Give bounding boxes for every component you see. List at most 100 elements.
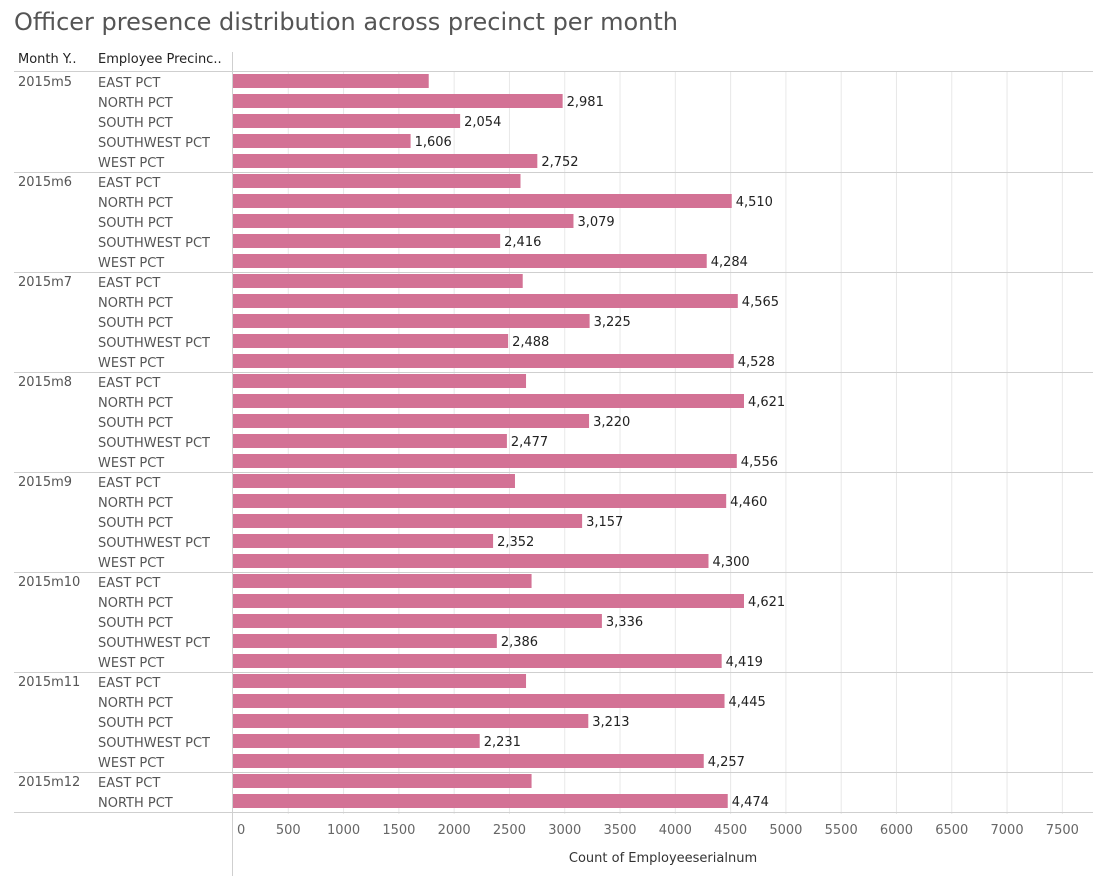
value-label: 4,257 — [708, 755, 745, 770]
x-tick-label: 4000 — [659, 823, 692, 838]
precinct-label: NORTH PCT — [98, 796, 173, 811]
bar[interactable] — [233, 654, 722, 668]
x-tick-label: 7000 — [991, 823, 1024, 838]
bar[interactable] — [233, 134, 411, 148]
bar[interactable] — [233, 614, 602, 628]
value-label: 2,477 — [511, 435, 548, 450]
precinct-label: SOUTHWEST PCT — [98, 636, 210, 651]
bar[interactable] — [233, 154, 538, 168]
bar[interactable] — [233, 114, 461, 128]
bar[interactable] — [233, 534, 494, 548]
value-label: 3,220 — [593, 415, 630, 430]
precinct-label: SOUTH PCT — [98, 116, 173, 131]
precinct-label: EAST PCT — [98, 176, 160, 191]
precinct-label: SOUTHWEST PCT — [98, 236, 210, 251]
x-tick-label: 3000 — [548, 823, 581, 838]
chart-title: Officer presence distribution across pre… — [14, 8, 678, 36]
x-tick-label: 2000 — [438, 823, 471, 838]
bar[interactable] — [233, 334, 509, 348]
month-label: 2015m6 — [18, 175, 72, 190]
precinct-label: SOUTH PCT — [98, 216, 173, 231]
precinct-label: SOUTHWEST PCT — [98, 536, 210, 551]
precinct-label: SOUTH PCT — [98, 716, 173, 731]
bar[interactable] — [233, 634, 497, 648]
value-label: 3,336 — [606, 615, 643, 630]
value-label: 3,225 — [594, 315, 631, 330]
value-label: 4,510 — [736, 195, 773, 210]
bar[interactable] — [233, 394, 744, 408]
precinct-label: SOUTH PCT — [98, 616, 173, 631]
precinct-label: SOUTH PCT — [98, 316, 173, 331]
bar[interactable] — [233, 694, 725, 708]
bar[interactable] — [233, 414, 590, 428]
precinct-label: NORTH PCT — [98, 296, 173, 311]
x-tick-label: 7500 — [1046, 823, 1079, 838]
x-tick-label: 6000 — [880, 823, 913, 838]
bar[interactable] — [233, 794, 728, 808]
precinct-label: SOUTHWEST PCT — [98, 136, 210, 151]
precinct-label: NORTH PCT — [98, 96, 173, 111]
value-label: 3,213 — [592, 715, 629, 730]
x-tick-label: 1500 — [382, 823, 415, 838]
month-label: 2015m11 — [18, 675, 80, 690]
precinct-label: NORTH PCT — [98, 396, 173, 411]
bar[interactable] — [233, 254, 707, 268]
bar[interactable] — [233, 194, 732, 208]
value-label: 2,352 — [497, 535, 534, 550]
bar[interactable] — [233, 314, 590, 328]
bar[interactable] — [233, 714, 589, 728]
bar[interactable] — [233, 514, 583, 528]
value-label: 4,419 — [726, 655, 763, 670]
bar[interactable] — [233, 174, 521, 188]
value-label: 4,474 — [732, 795, 769, 810]
bar[interactable] — [233, 734, 480, 748]
precinct-label: EAST PCT — [98, 576, 160, 591]
value-label: 2,054 — [464, 115, 501, 130]
precinct-column-header[interactable]: Employee Precinc.. — [98, 52, 222, 67]
precinct-label: EAST PCT — [98, 776, 160, 791]
x-tick-label: 5500 — [825, 823, 858, 838]
bar[interactable] — [233, 774, 532, 788]
bar[interactable] — [233, 274, 523, 288]
month-label: 2015m10 — [18, 575, 80, 590]
bar[interactable] — [233, 494, 727, 508]
x-tick-label: 0 — [237, 823, 245, 838]
month-label: 2015m12 — [18, 775, 80, 790]
value-label: 3,157 — [586, 515, 623, 530]
value-label: 4,528 — [738, 355, 775, 370]
value-label: 2,231 — [484, 735, 521, 750]
x-tick-label: 1000 — [327, 823, 360, 838]
month-column-header[interactable]: Month Y.. — [18, 52, 77, 67]
bar[interactable] — [233, 294, 738, 308]
bar[interactable] — [233, 234, 501, 248]
bar[interactable] — [233, 354, 734, 368]
precinct-label: SOUTHWEST PCT — [98, 436, 210, 451]
bar[interactable] — [233, 374, 527, 388]
x-tick-label: 2500 — [493, 823, 526, 838]
bar[interactable] — [233, 594, 744, 608]
bar[interactable] — [233, 474, 515, 488]
month-label: 2015m9 — [18, 475, 72, 490]
precinct-label: WEST PCT — [98, 356, 164, 371]
precinct-label: SOUTHWEST PCT — [98, 736, 210, 751]
precinct-label: WEST PCT — [98, 456, 164, 471]
value-label: 4,300 — [712, 555, 749, 570]
x-tick-label: 3500 — [603, 823, 636, 838]
precinct-label: NORTH PCT — [98, 696, 173, 711]
value-label: 4,556 — [741, 455, 778, 470]
bar[interactable] — [233, 454, 737, 468]
bar[interactable] — [233, 574, 532, 588]
precinct-label: WEST PCT — [98, 256, 164, 271]
bar[interactable] — [233, 94, 563, 108]
precinct-label: SOUTH PCT — [98, 516, 173, 531]
x-tick-label: 4500 — [714, 823, 747, 838]
precinct-label: NORTH PCT — [98, 496, 173, 511]
bar[interactable] — [233, 74, 429, 88]
bar[interactable] — [233, 554, 709, 568]
bar[interactable] — [233, 214, 574, 228]
bar[interactable] — [233, 434, 507, 448]
bar[interactable] — [233, 674, 527, 688]
precinct-label: EAST PCT — [98, 476, 160, 491]
bar[interactable] — [233, 754, 704, 768]
